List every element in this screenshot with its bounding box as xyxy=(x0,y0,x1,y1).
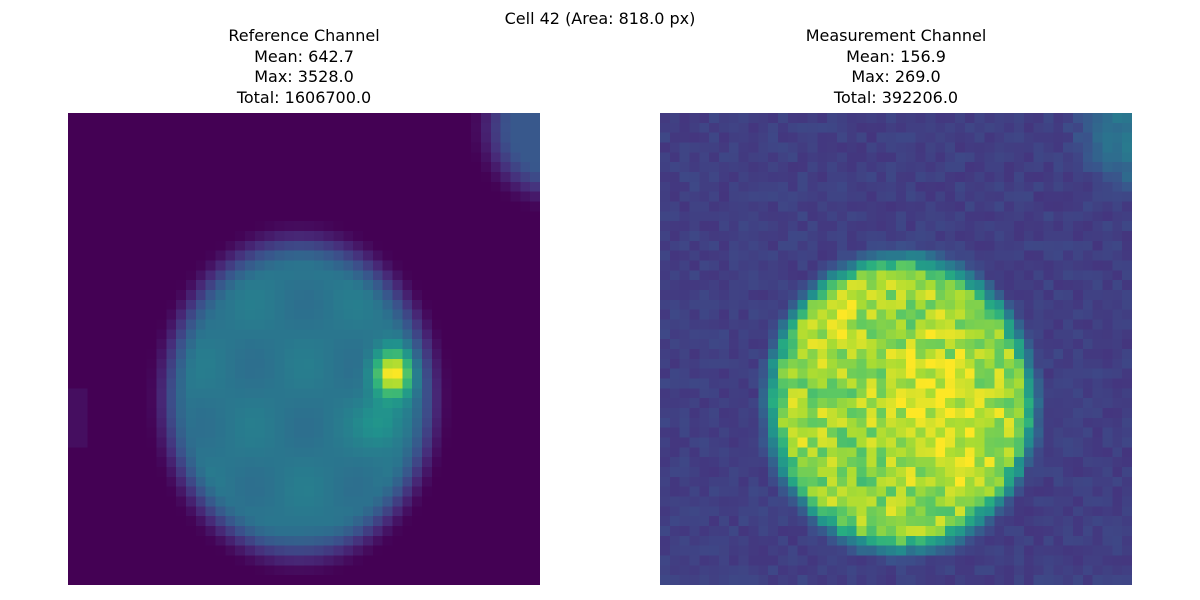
reference-channel-title: Reference Channel Mean: 642.7 Max: 3528.… xyxy=(28,26,580,108)
measurement-channel-title: Measurement Channel Mean: 156.9 Max: 269… xyxy=(620,26,1172,108)
measurement-channel-total: Total: 392206.0 xyxy=(833,87,959,107)
reference-channel-heatmap xyxy=(68,113,540,585)
reference-channel-name: Reference Channel xyxy=(228,26,380,45)
measurement-channel-name: Measurement Channel xyxy=(805,26,987,45)
measurement-channel-heatmap xyxy=(660,113,1132,585)
reference-channel-total: Total: 1606700.0 xyxy=(236,87,372,107)
measurement-channel-panel: Measurement Channel Mean: 156.9 Max: 269… xyxy=(660,0,1132,600)
measurement-channel-image xyxy=(660,113,1132,585)
figure-title: Cell 42 (Area: 818.0 px) xyxy=(504,9,696,28)
measurement-channel-max: Max: 269.0 xyxy=(851,67,941,86)
reference-channel-mean: Mean: 642.7 xyxy=(254,46,354,66)
measurement-channel-mean: Mean: 156.9 xyxy=(846,46,946,66)
reference-channel-panel: Reference Channel Mean: 642.7 Max: 3528.… xyxy=(68,0,540,600)
reference-channel-max: Max: 3528.0 xyxy=(254,67,354,86)
reference-channel-image xyxy=(68,113,540,585)
